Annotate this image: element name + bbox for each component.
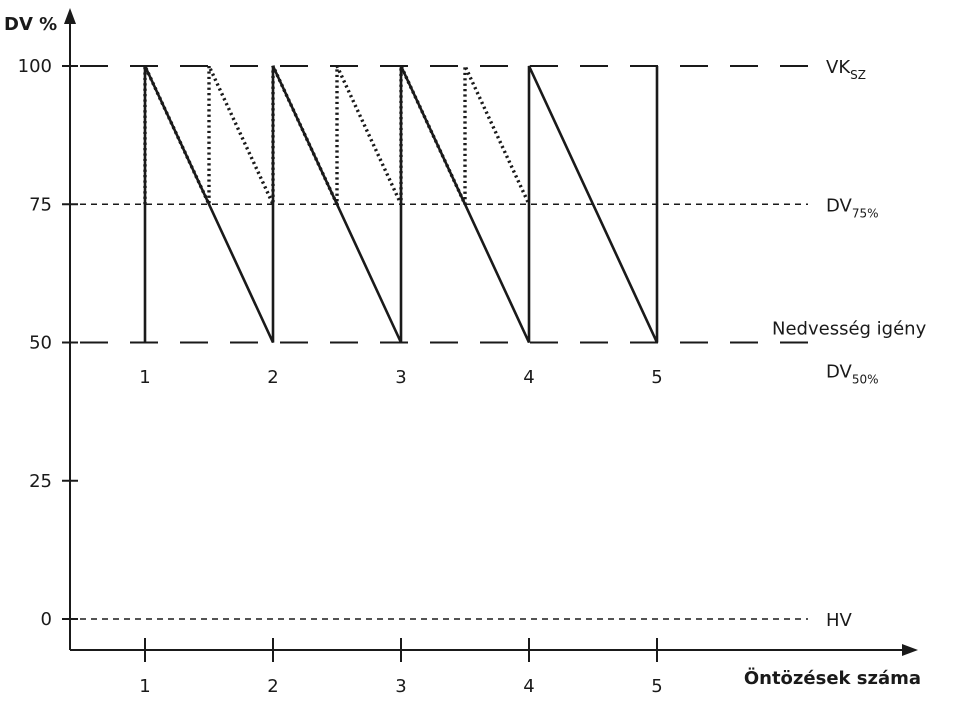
x-tick-label: 4 (523, 676, 534, 697)
x-tick-label: 5 (651, 676, 662, 697)
y-axis-arrow (64, 8, 76, 24)
y-axis-title: DV % (4, 14, 57, 35)
axes (64, 8, 918, 656)
y-tick-label: 100 (18, 56, 52, 77)
upper-row-label: 3 (395, 367, 406, 388)
series-dotted-line (143, 65, 531, 205)
upper-row-label: 1 (139, 367, 150, 388)
reference-label: VKSZ (826, 57, 866, 82)
x-axis-title: Öntözések száma (744, 667, 921, 689)
ticks: 0 25 50 75 100 1 2 3 4 5 1 2 3 4 5 (18, 56, 663, 697)
x-tick-label: 3 (395, 676, 406, 697)
reference-label: HV (826, 610, 853, 631)
y-tick-label: 0 (41, 609, 52, 630)
y-tick-label: 25 (29, 471, 52, 492)
x-axis-arrow (902, 644, 918, 656)
reference-caption: Nedvesség igény (772, 319, 927, 340)
reference-lines: VKSZ DV75% DV50% Nedvesség igény HV (80, 57, 927, 631)
series-group (143, 65, 659, 344)
upper-row-label: 2 (267, 367, 278, 388)
x-tick-label: 2 (267, 676, 278, 697)
x-tick-label: 1 (139, 676, 150, 697)
upper-row-label: 4 (523, 367, 534, 388)
reference-label: DV75% (826, 195, 879, 220)
upper-row-label: 5 (651, 367, 662, 388)
y-tick-label: 50 (29, 333, 52, 354)
y-tick-label: 75 (29, 194, 52, 215)
reference-label: DV50% (826, 362, 879, 387)
